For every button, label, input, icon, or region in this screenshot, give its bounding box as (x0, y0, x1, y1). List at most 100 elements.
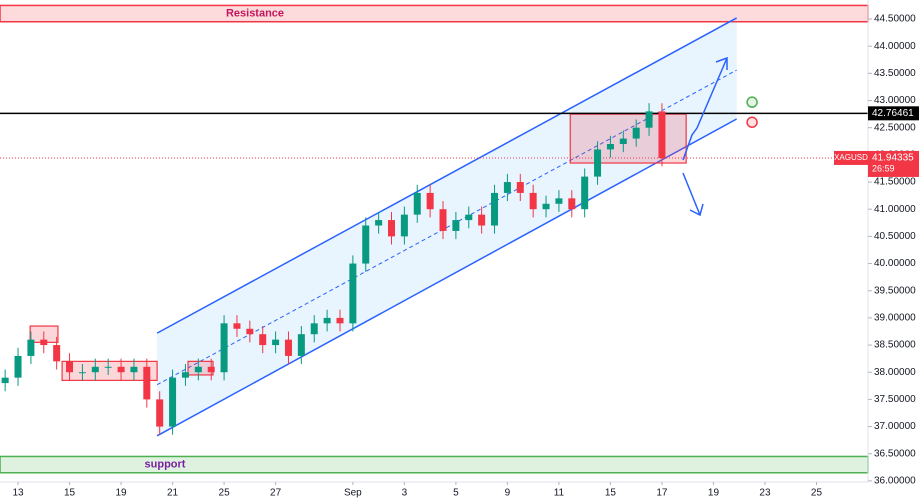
symbol-tag (834, 150, 868, 165)
candle-body (594, 149, 602, 177)
candle-body (284, 339, 292, 356)
candle-body (259, 334, 267, 346)
box (569, 113, 687, 164)
candle-body (14, 355, 22, 378)
x-tick-label: 15 (605, 488, 617, 499)
zone (0, 4, 869, 23)
candle-body (581, 176, 589, 210)
candle-body (491, 192, 499, 226)
candle-body (53, 345, 61, 362)
candle-body (645, 111, 653, 128)
channel-lower (156, 118, 738, 437)
candle-body (452, 220, 460, 231)
y-tick-label: 43.50000 (874, 68, 916, 79)
candle-body (27, 339, 35, 356)
candle-body (66, 361, 74, 373)
candle-body (426, 192, 434, 210)
candle-body (246, 328, 254, 335)
candle-body (78, 372, 86, 374)
x-tick-label: 5 (453, 488, 459, 499)
zone (0, 455, 869, 474)
x-tick-label: 27 (270, 488, 282, 499)
candle-body (375, 220, 383, 226)
candle-body (220, 323, 228, 373)
x-tick-label: Sep (344, 488, 362, 499)
y-tick-label: 40.00000 (874, 258, 916, 269)
candle-body (400, 214, 408, 237)
candle-body (413, 192, 421, 215)
candle-body (310, 323, 318, 335)
x-tick-label: 25 (219, 488, 231, 499)
zone-label: support (145, 459, 186, 471)
y-tick-label: 38.50000 (874, 340, 916, 351)
x-tick-label: 17 (656, 488, 668, 499)
candle-body (104, 366, 112, 368)
marker (746, 116, 758, 129)
price-line-label: 42.76461 (872, 108, 914, 119)
candle-body (658, 111, 666, 159)
candle-body (388, 220, 396, 237)
y-tick-label: 37.50000 (874, 394, 916, 405)
y-tick-label: 40.50000 (874, 231, 916, 242)
down-arrow-head (689, 203, 704, 217)
y-tick-label: 39.00000 (874, 313, 916, 324)
y-tick-label: 43.00000 (874, 95, 916, 106)
x-tick-label: 23 (759, 488, 771, 499)
box (61, 360, 158, 381)
candle-body (516, 182, 524, 193)
x-tick-label: 19 (708, 488, 720, 499)
channel-upper (156, 17, 737, 334)
last-price-tag (868, 150, 919, 177)
marker (746, 96, 758, 108)
candle-body (207, 366, 215, 373)
plot: Resistance support (0, 4, 869, 474)
y-tick-label: 44.50000 (874, 14, 916, 25)
y-tick-label: 41.00000 (874, 204, 916, 215)
zone-label: Resistance (226, 7, 284, 19)
y-tick-label: 36.00000 (874, 476, 916, 487)
candle-body (542, 203, 550, 210)
candle-body (156, 399, 164, 427)
candle-body (323, 317, 331, 324)
y-tick-label: 41.50000 (874, 177, 916, 188)
x-tick-label: 15 (64, 488, 76, 499)
x-tick-label: 13 (12, 488, 24, 499)
candle-body (439, 209, 447, 231)
channel-middle (156, 69, 737, 386)
x-tick-label: 11 (554, 488, 565, 499)
y-tick-label: 36.50000 (874, 448, 916, 459)
candle-body (130, 366, 138, 373)
candle-body (169, 377, 177, 427)
candle-body (606, 144, 614, 150)
y-tick-label: 37.00000 (874, 421, 916, 432)
candle-body (336, 317, 344, 324)
y-tick-label: 38.00000 (874, 367, 916, 378)
candle-body (272, 339, 280, 346)
x-tick-label: 21 (167, 488, 179, 499)
candle-body (362, 225, 370, 264)
candle-body (143, 366, 151, 400)
candle-body (194, 366, 202, 373)
candle-body (529, 192, 537, 210)
symbol-label: XAGUSD (834, 153, 868, 162)
candle-body (555, 198, 563, 204)
candle-body (91, 366, 99, 373)
candle-body (503, 182, 511, 193)
candle-body (297, 334, 305, 356)
candle-body (181, 372, 189, 378)
y-tick-label: 42.50000 (874, 122, 916, 133)
candle-body (349, 263, 357, 324)
up-arrow (682, 57, 728, 161)
candle-body (465, 214, 473, 221)
candle-body (619, 138, 627, 145)
x-tick-label: 9 (505, 488, 511, 499)
scenario-arrows (682, 56, 728, 217)
candle-body (40, 339, 48, 346)
x-tick-label: 19 (115, 488, 127, 499)
countdown: 26:59 (872, 163, 895, 173)
x-tick-label: 3 (402, 488, 408, 499)
down-arrow (682, 172, 701, 216)
candle-body (478, 214, 486, 226)
up-arrow-head (715, 56, 728, 70)
